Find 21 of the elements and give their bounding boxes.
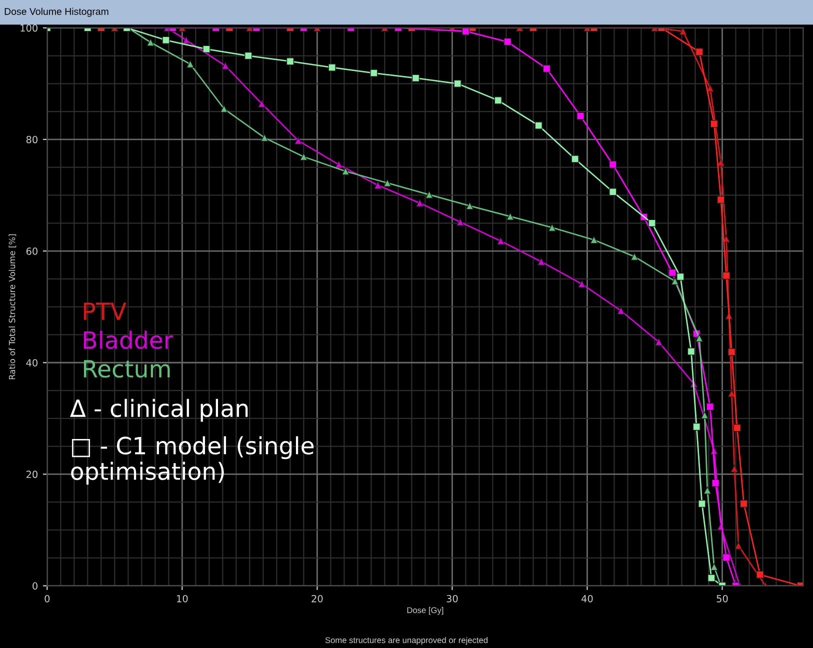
y-tick-label: 20 xyxy=(26,470,38,478)
y-tick-label: 40 xyxy=(26,359,38,366)
chart-title: Dose Volume Histogram xyxy=(4,8,108,17)
x-tick-label: 10 xyxy=(177,594,188,602)
x-axis-title: Dose [Gy] xyxy=(407,607,444,615)
y-tick-label: 80 xyxy=(26,136,38,144)
text: PTV xyxy=(84,302,126,320)
x-tick-label: 40 xyxy=(582,594,593,602)
annotation: Δ - clinical plan xyxy=(70,398,248,422)
x-tick-label: 30 xyxy=(446,594,458,602)
y-tick-label: 100 xyxy=(20,24,38,32)
y-tick-label: 0 xyxy=(32,582,38,590)
text: Some structures are unapproved or rejected xyxy=(325,636,488,645)
text: Bladder xyxy=(84,330,174,349)
y-tick-label: 60 xyxy=(26,248,38,255)
y-axis-title: Ratio of Total Structure Volume [%] xyxy=(8,234,16,380)
annotation: □ - C1 model (single optimisation) xyxy=(71,436,314,485)
x-tick-label: 50 xyxy=(716,594,728,602)
x-tick-label: 20 xyxy=(312,594,323,602)
text: Rectum xyxy=(84,360,170,378)
x-tick-label: 0 xyxy=(44,594,50,602)
